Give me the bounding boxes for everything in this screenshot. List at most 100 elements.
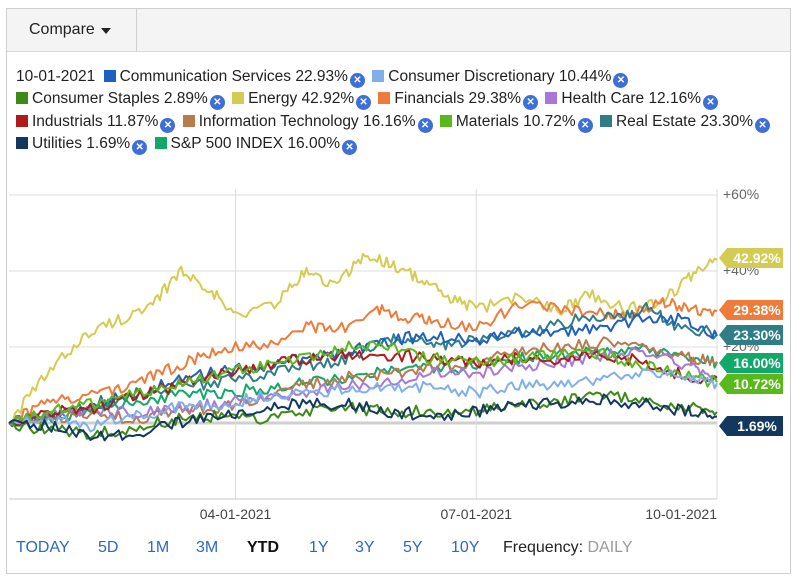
remove-series-icon[interactable]: ✕ xyxy=(132,140,148,156)
remove-series-icon[interactable]: ✕ xyxy=(349,73,365,88)
remove-series-icon[interactable]: ✕ xyxy=(417,117,433,133)
legend-item: Materials 10.72% ✕ xyxy=(439,111,593,133)
end-label-tag xyxy=(719,374,783,394)
legend-value: 23.30% xyxy=(700,112,754,130)
end-label-text: 1.69% xyxy=(737,418,777,434)
legend-item: Energy 42.92% ✕ xyxy=(232,88,372,111)
x-tick-label: 07-01-2021 xyxy=(440,506,512,522)
end-label-tag xyxy=(719,325,783,345)
tab-5d[interactable]: 5D xyxy=(98,539,119,556)
end-label-text: 10.72% xyxy=(733,376,781,392)
legend-item: Industrials 11.87% ✕ xyxy=(16,111,176,133)
compare-button[interactable]: Compare xyxy=(7,9,137,51)
tab-3m[interactable]: 3M xyxy=(196,539,219,556)
tab-ytd[interactable]: YTD xyxy=(247,539,279,556)
legend-swatch xyxy=(154,137,167,150)
end-label-text: 23.30% xyxy=(733,327,781,343)
end-label-tag xyxy=(719,248,783,268)
legend-swatch xyxy=(103,70,116,82)
series-line xyxy=(8,336,718,427)
legend-name: Financials xyxy=(394,90,465,108)
legend-name: Communication Services xyxy=(119,68,292,85)
end-label-text: 42.92% xyxy=(733,250,781,266)
series-line xyxy=(8,340,718,424)
legend-value: 42.92% xyxy=(301,90,355,108)
compare-label: Compare xyxy=(29,21,95,38)
legend-name: Health Care xyxy=(561,90,645,108)
legend-value: 10.72% xyxy=(523,112,576,130)
legend-date: 10-01-2021 xyxy=(16,68,96,85)
remove-series-icon[interactable]: ✕ xyxy=(160,117,176,133)
legend-swatch xyxy=(545,92,558,105)
frequency-value[interactable]: DAILY xyxy=(587,539,633,556)
end-label-tag xyxy=(719,416,783,436)
legend-swatch xyxy=(232,92,245,105)
end-label-text: 29.38% xyxy=(733,302,781,318)
legend-value: 16.16% xyxy=(363,112,416,130)
legend-item: S&P 500 INDEX 16.00% ✕ xyxy=(154,133,358,156)
series-line xyxy=(8,302,718,428)
frequency-label: Frequency: DAILY xyxy=(503,539,633,557)
remove-series-icon[interactable]: ✕ xyxy=(703,95,719,111)
legend-swatch xyxy=(16,137,28,150)
range-tabs: TODAY 5D 1M 3M YTD 1Y 3Y 5Y 10Y Frequency: DAILY xyxy=(7,539,790,565)
legend-value: 11.87% xyxy=(106,112,159,130)
remove-series-icon[interactable]: ✕ xyxy=(613,73,629,88)
legend-item: Information Technology 16.16% ✕ xyxy=(182,111,433,133)
y-tick-label: +60% xyxy=(723,189,759,202)
legend-swatch xyxy=(16,92,28,105)
legend-name: S&P 500 INDEX xyxy=(170,135,284,153)
chevron-down-icon xyxy=(100,28,111,34)
tab-today[interactable]: TODAY xyxy=(16,539,70,556)
series-line xyxy=(8,393,717,442)
series-line xyxy=(8,344,718,427)
legend-item: Financials 29.38% ✕ xyxy=(378,88,539,111)
legend-name: Consumer Staples xyxy=(32,90,160,108)
chart-toolbar: Compare xyxy=(7,9,790,52)
legend-item: Consumer Discretionary 10.44% ✕ xyxy=(372,66,629,88)
remove-series-icon[interactable]: ✕ xyxy=(577,117,593,133)
legend-name: Materials xyxy=(455,112,519,130)
remove-series-icon[interactable]: ✕ xyxy=(523,95,539,111)
end-label-tag xyxy=(719,300,783,320)
legend-name: Industrials xyxy=(32,112,103,130)
legend-name: Energy xyxy=(248,90,298,108)
x-tick-label: 04-01-2021 xyxy=(200,506,272,522)
tab-10y[interactable]: 10Y xyxy=(451,539,480,556)
series-line xyxy=(8,297,718,427)
tab-3y[interactable]: 3Y xyxy=(355,539,375,556)
legend-item: Communication Services 22.93% ✕ xyxy=(103,66,365,88)
end-label-text: 16.00% xyxy=(733,355,781,371)
legend-value: 22.93% xyxy=(295,68,348,85)
legend-swatch xyxy=(599,114,612,127)
tab-5y[interactable]: 5Y xyxy=(403,539,423,556)
line-chart: +60%+40%+20%0%04-01-202107-01-202110-01-… xyxy=(8,189,783,522)
series-line xyxy=(8,368,718,433)
legend-item: Consumer Staples 2.89% ✕ xyxy=(16,88,225,111)
remove-series-icon[interactable]: ✕ xyxy=(209,95,225,111)
end-label-tag xyxy=(719,353,783,373)
legend-swatch xyxy=(378,92,391,105)
legend-value: 29.38% xyxy=(468,90,522,108)
legend-swatch xyxy=(372,70,385,82)
legend-value: 1.69% xyxy=(86,135,131,153)
remove-series-icon[interactable]: ✕ xyxy=(342,140,358,156)
legend-name: Information Technology xyxy=(198,112,359,130)
legend-item: Health Care 12.16% ✕ xyxy=(545,88,719,111)
series-line xyxy=(8,390,718,440)
chart-widget: Compare 10-01-2021 Communication Service… xyxy=(6,8,791,574)
legend-value: 16.00% xyxy=(287,135,341,153)
legend-swatch xyxy=(182,114,195,127)
legend-value: 10.44% xyxy=(558,68,612,85)
legend-item: Real Estate 23.30% ✕ xyxy=(599,111,771,133)
tab-1m[interactable]: 1M xyxy=(147,539,170,556)
remove-series-icon[interactable]: ✕ xyxy=(755,117,771,133)
legend-swatch xyxy=(16,114,28,127)
remove-series-icon[interactable]: ✕ xyxy=(356,95,372,111)
frequency-label-text: Frequency: xyxy=(503,539,584,556)
legend-name: Real Estate xyxy=(615,112,697,130)
x-tick-label: 10-01-2021 xyxy=(645,506,717,522)
tab-1y[interactable]: 1Y xyxy=(309,539,329,556)
legend-value: 2.89% xyxy=(163,90,208,108)
series-line xyxy=(8,252,718,426)
